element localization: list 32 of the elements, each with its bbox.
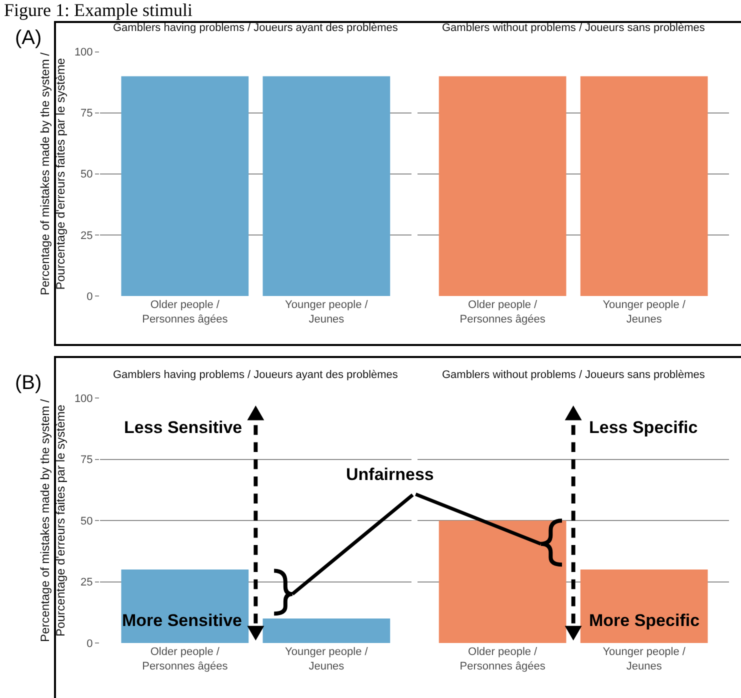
y-tick-label: 25 [80,576,93,589]
y-tick-label: 25 [80,230,93,242]
x-tick-label: Younger people / Jeunes [285,646,369,672]
text: (B) [15,372,42,394]
y-axis-title: Percentage of mistakes made by the system / Pourcentage d'erreurs faites par le système [38,52,68,296]
chart-title: Gamblers having problems / Joueurs ayant des problèmes [113,369,398,381]
x-tick-label: Older people / Personnes âgées [142,298,228,326]
caption: Figure 1: Example stimuli [4,0,192,20]
x-tick-label: Older people / Personnes âgées [142,646,228,672]
y-tick-label: 75 [80,454,93,466]
x-tick-label: Younger people / Jeunes [602,646,686,672]
text: (A) [15,27,42,49]
annotation: Unfairness [346,465,434,484]
y-tick-label: 100 [74,46,93,59]
annotation: More Specific [589,611,700,630]
x-tick-label: Younger people / Jeunes [285,298,369,326]
y-tick-label: 0 [86,638,93,650]
x-tick-label: Younger people / Jeunes [602,298,686,326]
x-tick-label: Older people / Personnes âgées [460,298,546,326]
chart-title: Gamblers having problems / Joueurs ayant des problèmes [113,22,398,34]
annotation: More Sensitive [122,611,242,630]
y-tick-label: 0 [86,290,93,303]
y-tick-label: 100 [74,393,93,406]
y-tick-label: 50 [80,515,93,528]
chart-title: Gamblers without problems / Joueurs sans problèmes [442,369,706,381]
x-tick-label: Older people / Personnes âgées [460,646,546,672]
annotation: Less Specific [589,418,698,437]
y-tick-label: 75 [80,108,93,120]
annotation: Less Sensitive [124,418,242,437]
chart-title: Gamblers without problems / Joueurs sans problèmes [442,22,706,34]
y-tick-label: 50 [80,168,93,181]
y-axis-title: Percentage of mistakes made by the system / Pourcentage d'erreurs faites par le système [38,398,68,642]
